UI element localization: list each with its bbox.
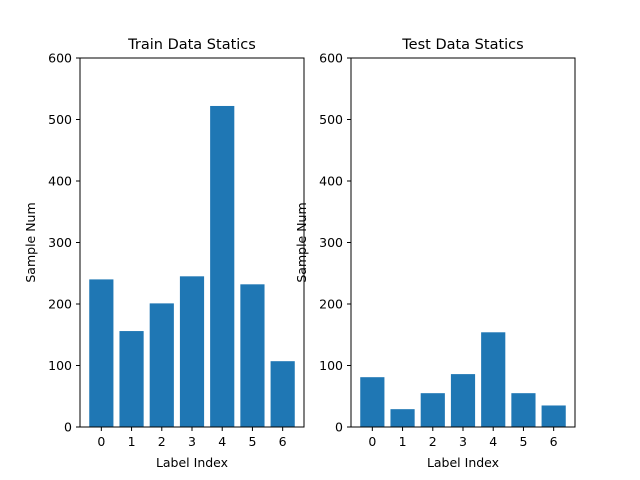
test-x-axis-label: Label Index [427, 455, 499, 470]
test-x-tick-label: 1 [399, 434, 407, 449]
train-y-tick-label: 400 [48, 174, 72, 189]
train-y-tick-label: 300 [48, 235, 72, 250]
train-y-axis-label: Sample Num [23, 202, 38, 282]
test-x-tick-label: 6 [550, 434, 558, 449]
test-bar-3 [450, 374, 476, 427]
test-bar-0 [360, 377, 385, 427]
test-bar-2 [420, 393, 445, 427]
test-chart-title: Test Data Statics [401, 37, 523, 53]
train-bar-5 [240, 284, 265, 427]
test-y-tick-label: 0 [335, 420, 343, 435]
train-chart: Train Data Statics Label Index Sample Nu… [23, 37, 305, 470]
test-y-tick-label: 200 [319, 297, 343, 312]
train-y-tick-label: 500 [48, 112, 72, 127]
train-x-tick-label: 2 [158, 434, 166, 449]
train-chart-title: Train Data Statics [127, 37, 256, 53]
test-y-axis-label: Sample Num [294, 202, 309, 282]
train-y-tick-label: 100 [48, 358, 72, 373]
train-x-tick-label: 0 [97, 434, 105, 449]
train-x-tick-label: 3 [188, 434, 196, 449]
test-plot-frame [350, 57, 576, 428]
train-bar-3 [179, 276, 205, 427]
test-x-tick-label: 2 [429, 434, 437, 449]
test-y-tick-label: 600 [319, 51, 343, 66]
train-bar-4 [210, 105, 235, 427]
train-x-axis-label: Label Index [156, 455, 228, 470]
test-bar-6 [541, 405, 566, 427]
train-x-tick-label: 6 [279, 434, 287, 449]
train-bar-2 [149, 303, 174, 427]
train-bar-6 [270, 361, 295, 427]
train-bar-1 [119, 331, 144, 427]
train-y-tick-label: 600 [48, 51, 72, 66]
test-bars [360, 332, 566, 427]
test-bar-1 [390, 409, 415, 427]
test-x-tick-label: 5 [519, 434, 527, 449]
train-x-tick-label: 4 [218, 434, 226, 449]
test-y-tick-label: 300 [319, 235, 343, 250]
test-chart: Test Data Statics Label Index Sample Num… [294, 37, 576, 470]
train-bar-0 [89, 279, 114, 427]
test-x-tick-label: 4 [489, 434, 497, 449]
test-y-tick-label: 100 [319, 358, 343, 373]
test-x-tick-label: 0 [368, 434, 376, 449]
train-x-tick-label: 1 [128, 434, 136, 449]
test-bar-4 [481, 332, 506, 427]
train-plot-frame [79, 57, 305, 428]
train-y-tick-label: 200 [48, 297, 72, 312]
train-axis-ticks: 0 1 2 3 4 5 6 0 100 200 300 400 500 600 [48, 51, 287, 450]
test-y-tick-label: 400 [319, 174, 343, 189]
test-x-tick-label: 3 [459, 434, 467, 449]
test-axis-ticks: 0 1 2 3 4 5 6 0 100 200 300 400 500 600 [319, 51, 558, 450]
test-bar-5 [511, 393, 536, 427]
train-y-tick-label: 0 [64, 420, 72, 435]
train-bars [89, 105, 295, 427]
train-x-tick-label: 5 [248, 434, 256, 449]
test-y-tick-label: 500 [319, 112, 343, 127]
